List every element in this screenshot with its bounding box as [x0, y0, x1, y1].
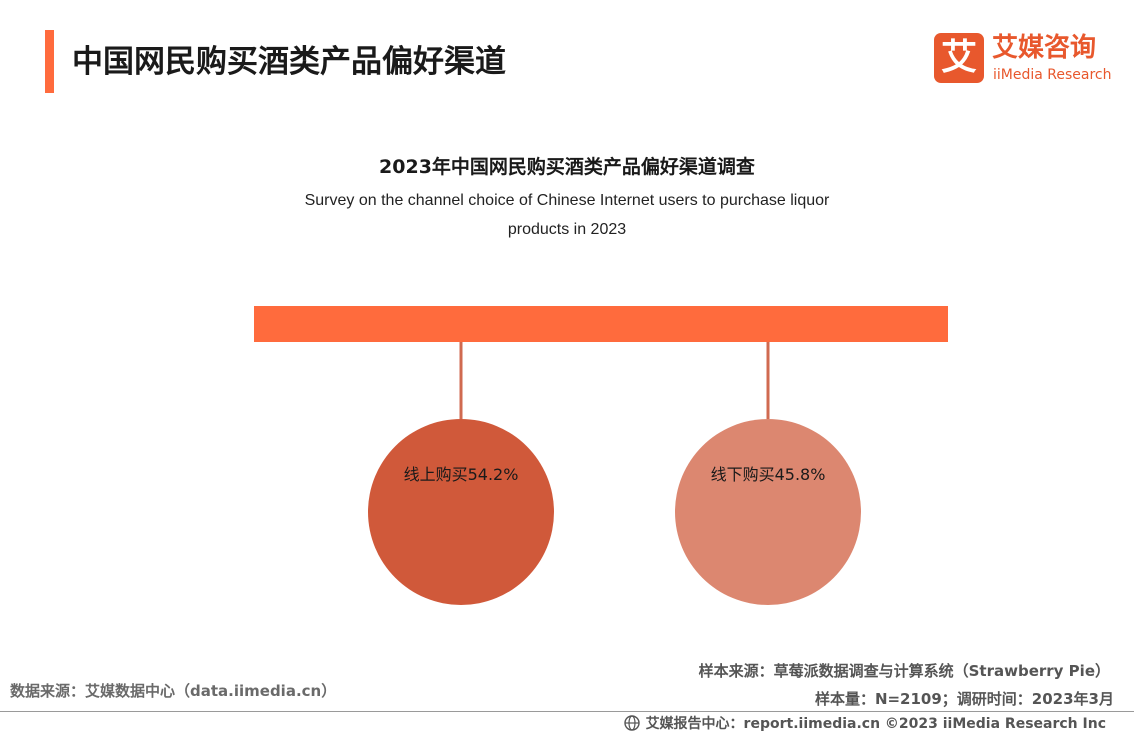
copyright-text: 艾媒报告中心：report.iimedia.cn ©2023 iiMedia R… [645, 716, 1106, 732]
logo-name-en: iiMedia Research [993, 67, 1112, 83]
iimedia-logo: 艾 艾媒咨询 iiMedia Research [934, 33, 1114, 85]
logo-name-cn: 艾媒咨询 [992, 33, 1097, 63]
slice-label: 线下购买45.8% [711, 465, 826, 484]
title-accent-bar [45, 30, 54, 93]
sample-info: 样本量：N=2109；调研时间：2023年3月 [814, 690, 1114, 708]
footer-divider [0, 711, 1134, 712]
logo-badge: 艾 [934, 33, 984, 83]
slice-bubble [368, 419, 554, 605]
slice-bubble [675, 419, 861, 605]
chart-title: 2023年中国网民购买酒类产品偏好渠道调查 [379, 156, 755, 178]
page-title: 中国网民购买酒类产品偏好渠道 [72, 44, 506, 80]
data-source: 数据来源：艾媒数据中心（data.iimedia.cn） [10, 682, 337, 700]
chart-subtitle: Survey on the channel choice of Chinese … [304, 192, 830, 238]
chart-header-bar [254, 306, 948, 342]
sample-source: 样本来源：草莓派数据调查与计算系统（Strawberry Pie） [698, 662, 1110, 680]
slice-label: 线上购买54.2% [404, 465, 519, 484]
globe-icon [623, 715, 640, 731]
footer-copyright: 艾媒报告中心：report.iimedia.cn ©2023 iiMedia R… [623, 713, 1106, 733]
